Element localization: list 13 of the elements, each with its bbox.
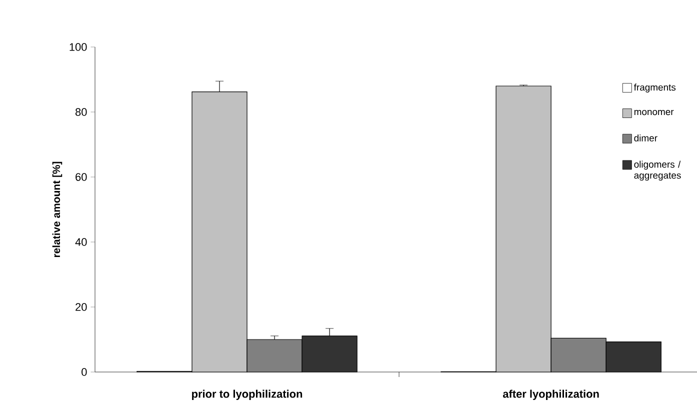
y-tick-label: 20 — [76, 303, 87, 311]
y-tick-label: 0 — [82, 368, 87, 376]
y-tick-label: 60 — [76, 173, 87, 181]
y-tick-label: 80 — [76, 108, 87, 116]
y-axis-title: relative amount [%] — [52, 162, 62, 258]
x-tick-label: prior to lyophilization — [192, 390, 302, 400]
legend-label: oligomers / aggregates — [634, 160, 681, 181]
legend-label: monomer — [634, 110, 674, 116]
x-tick-label: after lyophilization — [502, 390, 599, 400]
y-tick-label: 40 — [75, 238, 87, 246]
y-tick-label: 100 — [70, 43, 87, 51]
legend-label: dimer — [634, 134, 658, 142]
legend-label: fragments — [634, 84, 676, 92]
